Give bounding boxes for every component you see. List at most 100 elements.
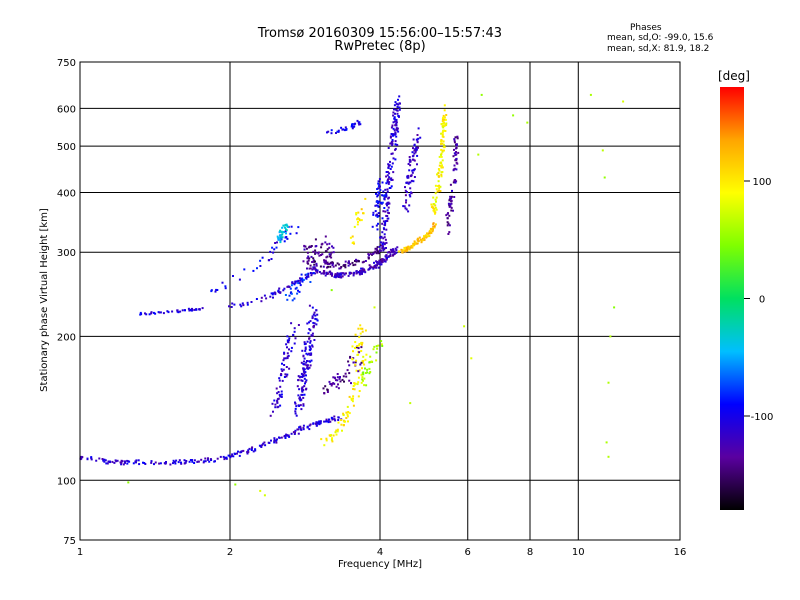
- data-point: [330, 438, 333, 441]
- data-point: [276, 401, 279, 404]
- data-point: [301, 349, 304, 352]
- data-point: [382, 245, 384, 248]
- data-point: [329, 420, 332, 423]
- data-point: [389, 254, 392, 257]
- data-point: [352, 404, 355, 407]
- data-point: [284, 294, 287, 296]
- data-point: [432, 209, 435, 212]
- data-point: [297, 432, 300, 435]
- data-point: [372, 252, 375, 255]
- data-point: [295, 280, 298, 283]
- data-point: [360, 343, 363, 346]
- data-point: [306, 360, 308, 362]
- data-point: [309, 360, 312, 363]
- data-point: [270, 258, 273, 260]
- data-point: [284, 437, 287, 439]
- data-point: [382, 258, 385, 261]
- data-point: [334, 431, 337, 434]
- data-point: [344, 260, 347, 263]
- data-point: [203, 460, 206, 463]
- data-point: [326, 248, 329, 251]
- data-point: [315, 245, 318, 247]
- data-point: [333, 376, 336, 379]
- data-point: [381, 345, 384, 347]
- data-point: [387, 211, 390, 214]
- data-point: [324, 274, 327, 277]
- data-point: [204, 460, 207, 463]
- data-point: [325, 418, 328, 421]
- data-point: [409, 175, 412, 178]
- data-point: [387, 147, 390, 149]
- data-point: [365, 384, 368, 387]
- data-point: [311, 261, 314, 263]
- data-point: [214, 460, 216, 463]
- data-point: [338, 267, 341, 270]
- data-point: [442, 122, 445, 125]
- data-point: [347, 411, 350, 413]
- data-point: [302, 355, 305, 358]
- data-point: [336, 430, 339, 433]
- data-point: [193, 462, 196, 464]
- data-point: [463, 325, 466, 328]
- data-point: [109, 461, 111, 464]
- data-point: [292, 431, 295, 434]
- data-point: [272, 292, 275, 295]
- data-point: [443, 125, 446, 127]
- data-point: [433, 209, 436, 212]
- data-point: [286, 339, 289, 342]
- data-point: [281, 226, 284, 229]
- data-point: [127, 481, 130, 484]
- data-point: [362, 361, 364, 364]
- data-point: [407, 182, 410, 185]
- data-point: [309, 346, 312, 349]
- colorbar-ticks: 100 0 -100: [744, 177, 773, 423]
- data-point: [414, 241, 417, 244]
- data-point: [378, 183, 381, 186]
- data-point: [455, 157, 458, 160]
- data-point: [376, 249, 379, 252]
- data-point: [378, 186, 381, 189]
- data-point: [285, 433, 288, 436]
- data-point: [313, 259, 315, 262]
- data-point: [298, 376, 301, 379]
- data-point: [302, 363, 305, 366]
- data-point: [376, 200, 378, 203]
- data-point: [409, 181, 412, 184]
- data-point: [413, 176, 416, 178]
- data-point: [377, 194, 379, 197]
- data-point: [306, 340, 309, 343]
- data-point: [331, 245, 333, 248]
- data-point: [357, 347, 360, 350]
- data-point: [391, 152, 394, 155]
- data-point: [297, 375, 300, 378]
- data-point: [454, 167, 457, 170]
- data-point: [191, 307, 193, 310]
- data-point: [296, 292, 299, 295]
- data-point: [352, 350, 354, 353]
- data-point: [287, 285, 290, 288]
- data-point: [390, 185, 393, 188]
- data-point: [375, 260, 378, 263]
- data-point: [154, 461, 157, 464]
- data-point: [436, 190, 439, 193]
- data-point: [283, 352, 286, 355]
- data-point: [451, 189, 453, 192]
- data-point: [309, 320, 312, 323]
- data-point: [359, 363, 362, 366]
- data-point: [312, 272, 315, 274]
- data-point: [276, 392, 279, 395]
- data-point: [310, 255, 313, 258]
- data-point: [406, 176, 409, 179]
- data-point: [354, 361, 357, 364]
- data-point: [381, 181, 384, 184]
- data-point: [415, 149, 418, 152]
- data-point: [380, 261, 383, 264]
- data-point: [273, 399, 276, 402]
- data-point: [280, 373, 283, 375]
- data-point: [445, 214, 448, 217]
- data-point: [394, 108, 397, 111]
- data-point: [180, 461, 182, 464]
- data-point: [434, 192, 437, 195]
- data-point: [383, 196, 386, 199]
- data-point: [334, 273, 337, 276]
